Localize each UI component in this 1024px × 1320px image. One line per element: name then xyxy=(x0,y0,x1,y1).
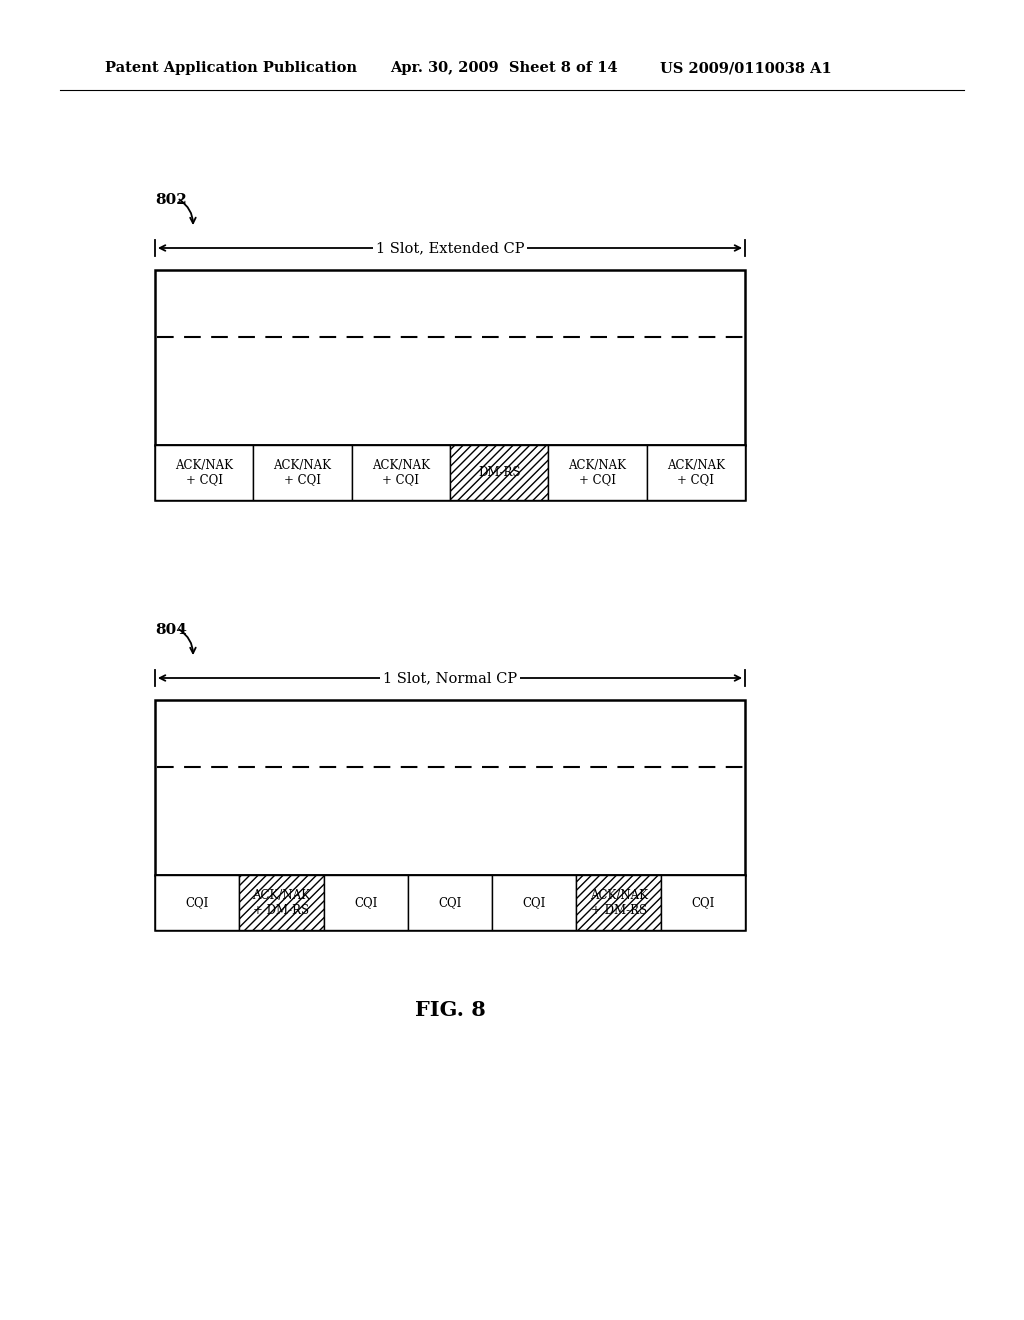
Text: CQI: CQI xyxy=(438,896,462,909)
Text: ACK/NAK
+ DM-RS: ACK/NAK + DM-RS xyxy=(590,888,647,916)
Bar xyxy=(240,875,324,931)
Text: 1 Slot, Extended CP: 1 Slot, Extended CP xyxy=(376,242,524,255)
Bar xyxy=(155,445,253,500)
Text: 1 Slot, Normal CP: 1 Slot, Normal CP xyxy=(383,671,517,685)
Bar xyxy=(155,271,745,445)
Bar xyxy=(155,875,745,931)
Bar xyxy=(408,875,493,931)
Bar xyxy=(155,875,240,931)
Bar xyxy=(450,445,548,500)
Bar xyxy=(351,445,450,500)
Text: ACK/NAK
+ CQI: ACK/NAK + CQI xyxy=(667,458,725,487)
Bar xyxy=(493,875,577,931)
Bar xyxy=(647,445,745,500)
Text: CQI: CQI xyxy=(691,896,715,909)
Bar xyxy=(155,700,745,875)
Text: DM-RS: DM-RS xyxy=(478,466,520,479)
Bar xyxy=(660,875,745,931)
Bar xyxy=(155,445,745,500)
Bar xyxy=(577,875,660,931)
Text: ACK/NAK
+ CQI: ACK/NAK + CQI xyxy=(568,458,627,487)
Text: US 2009/0110038 A1: US 2009/0110038 A1 xyxy=(660,61,831,75)
Text: CQI: CQI xyxy=(354,896,378,909)
Bar xyxy=(324,875,408,931)
Text: Apr. 30, 2009  Sheet 8 of 14: Apr. 30, 2009 Sheet 8 of 14 xyxy=(390,61,617,75)
Text: CQI: CQI xyxy=(522,896,546,909)
Bar xyxy=(548,445,647,500)
Text: 804: 804 xyxy=(155,623,186,638)
Bar xyxy=(253,445,351,500)
Text: ACK/NAK
+ DM-RS: ACK/NAK + DM-RS xyxy=(253,888,310,916)
Text: Patent Application Publication: Patent Application Publication xyxy=(105,61,357,75)
Text: FIG. 8: FIG. 8 xyxy=(415,1001,485,1020)
Text: ACK/NAK
+ CQI: ACK/NAK + CQI xyxy=(273,458,332,487)
Text: ACK/NAK
+ CQI: ACK/NAK + CQI xyxy=(175,458,233,487)
Text: ACK/NAK
+ CQI: ACK/NAK + CQI xyxy=(372,458,430,487)
Text: 802: 802 xyxy=(155,193,186,207)
Text: CQI: CQI xyxy=(185,896,209,909)
